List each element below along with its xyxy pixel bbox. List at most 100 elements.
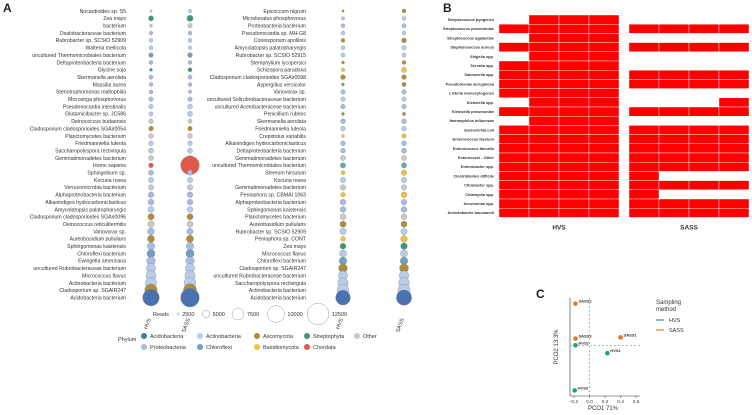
species-label: Massilia aurea xyxy=(93,82,127,88)
abundance-dot xyxy=(148,96,154,102)
species-label: Stereum hirsutum xyxy=(265,171,306,177)
abundance-dot xyxy=(186,15,194,22)
abundance-dot xyxy=(401,184,407,191)
pathogen-label: Enterococcus faecium xyxy=(452,137,494,142)
heat-cell xyxy=(689,171,719,181)
size-legend-circle xyxy=(267,305,285,323)
heat-cell xyxy=(628,79,660,89)
species-label: Glutamicibacter sp. JC586 xyxy=(65,112,126,118)
species-label: Cladosporium cladosporioides SGAir0096 xyxy=(30,215,126,221)
heat-cell xyxy=(689,33,719,43)
species-label: Stemphylium lycopersici xyxy=(250,60,306,66)
heat-cell xyxy=(629,51,659,61)
abundance-dot xyxy=(400,242,408,250)
species-label: Deltaproteobacteria bacterium xyxy=(237,148,307,154)
pathogen-label: Enterobacter spp. xyxy=(461,164,494,169)
pathogen-label: Salmonella spp. xyxy=(464,72,494,77)
heat-cell xyxy=(498,207,530,218)
heat-cell xyxy=(658,134,690,145)
pathogen-label: Shigella spp. xyxy=(470,54,494,59)
abundance-dot xyxy=(148,191,154,198)
species-label: Aureobasidium pullulans xyxy=(249,222,306,228)
abundance-dot xyxy=(340,74,346,80)
species-label: Micrococcus flavus xyxy=(82,273,126,279)
abundance-dot xyxy=(401,133,407,139)
abundance-dot xyxy=(187,133,193,139)
panel-label-a: A xyxy=(3,1,12,15)
abundance-dot xyxy=(339,243,347,250)
abundance-dot xyxy=(187,177,193,183)
species-label: Cladosporium sp. SGAIR247 xyxy=(239,266,306,272)
heat-cell xyxy=(498,79,530,89)
abundance-dot xyxy=(341,112,345,116)
abundance-dot xyxy=(148,155,154,161)
species-label: Acidobacteria bacterium xyxy=(250,295,306,301)
species-label: Cladosporium cladosporioides SGAir0054 xyxy=(30,126,126,132)
abundance-dot xyxy=(340,184,346,191)
heat-cell xyxy=(658,207,690,218)
abundance-dot xyxy=(186,220,194,228)
abundance-dot xyxy=(147,199,155,206)
heat-cell xyxy=(718,143,750,154)
heat-cell xyxy=(498,69,530,80)
heat-cell xyxy=(628,69,660,80)
x-tick-label: -0.2 xyxy=(570,399,579,405)
heat-cell xyxy=(588,180,620,191)
abundance-dot xyxy=(148,38,154,43)
heat-cell xyxy=(528,33,560,43)
legend-label: HVS xyxy=(669,318,681,324)
heat-cell xyxy=(588,24,620,34)
phylum-swatch xyxy=(197,344,203,350)
heat-cell xyxy=(498,198,530,209)
species-label: Saccharopolyspora rectivirgula xyxy=(55,148,126,154)
heat-cell xyxy=(718,180,750,191)
abundance-dot xyxy=(148,45,154,50)
abundance-dot xyxy=(188,90,192,94)
heat-cell xyxy=(558,42,590,52)
size-legend-circle xyxy=(231,307,245,321)
abundance-dot xyxy=(148,74,154,80)
pcoa-point xyxy=(573,343,578,348)
abundance-dot xyxy=(148,52,154,58)
abundance-dot xyxy=(187,103,193,110)
heat-cell xyxy=(498,24,530,34)
abundance-dot xyxy=(187,170,193,176)
abundance-dot xyxy=(340,23,346,28)
heat-cell xyxy=(719,189,749,199)
heat-cell xyxy=(528,69,560,80)
heat-cell xyxy=(628,143,660,154)
abundance-dot xyxy=(401,23,407,28)
heat-cell xyxy=(718,152,750,163)
species-label: Zea mays xyxy=(283,244,306,250)
abundance-dot xyxy=(340,236,346,242)
heat-cell xyxy=(689,15,719,25)
heat-cell xyxy=(688,161,720,172)
heat-cell xyxy=(558,134,590,145)
heat-cell xyxy=(658,152,690,163)
heat-cell xyxy=(718,24,750,34)
abundance-dot xyxy=(148,60,154,65)
species-label: Aspergillus versicolor xyxy=(257,82,306,88)
panel-label-b: B xyxy=(443,1,452,15)
y-axis-label: PCO2 13.3% xyxy=(554,329,560,365)
heat-cell xyxy=(588,106,620,117)
species-label: Pseudonocardia intestinalis xyxy=(63,104,127,110)
abundance-dot xyxy=(340,118,346,124)
heat-cell xyxy=(689,88,719,98)
species-label: Nocardioides sp. S5 xyxy=(80,9,127,15)
heat-cell xyxy=(528,51,560,62)
abundance-dot xyxy=(187,119,193,124)
abundance-dot xyxy=(341,9,345,13)
abundance-dot xyxy=(340,104,346,109)
heat-cell xyxy=(558,88,590,98)
heat-cell xyxy=(628,171,660,181)
abundance-dot xyxy=(400,213,408,220)
heat-cell xyxy=(499,116,529,126)
heat-cell xyxy=(528,60,560,71)
abundance-dot xyxy=(188,45,192,50)
abundance-dot xyxy=(339,213,347,220)
heat-cell xyxy=(588,189,620,200)
abundance-dot xyxy=(187,126,193,131)
pcoa-point-label: SASS3 xyxy=(578,334,592,339)
abundance-dot xyxy=(148,177,154,183)
